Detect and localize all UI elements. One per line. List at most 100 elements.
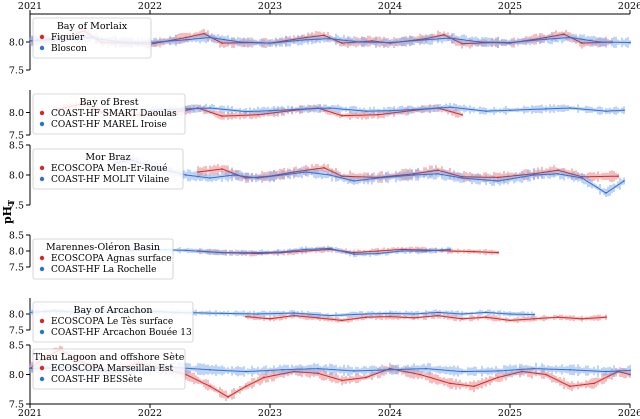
x-tick-label-top: 2024 xyxy=(378,1,402,12)
legend-marker xyxy=(39,255,45,261)
data-point xyxy=(377,177,379,179)
data-point xyxy=(413,174,415,176)
data-point xyxy=(569,385,571,388)
data-point xyxy=(557,169,559,172)
data-point xyxy=(629,369,631,372)
y-tick-label: 7.5 xyxy=(9,131,24,142)
data-point xyxy=(227,396,229,398)
data-point xyxy=(245,370,247,373)
data-point xyxy=(353,370,355,372)
legend-marker xyxy=(39,266,45,272)
legend-entry: ECOSCOPA Le Tès surface xyxy=(51,316,173,327)
data-point xyxy=(341,42,343,45)
data-point xyxy=(197,171,199,173)
data-point xyxy=(263,376,265,379)
data-point xyxy=(437,311,439,314)
series-line-blue xyxy=(150,106,625,113)
data-point xyxy=(581,177,583,179)
data-point xyxy=(305,248,307,251)
data-point xyxy=(437,172,439,175)
data-point xyxy=(545,108,547,110)
legend-marker xyxy=(39,121,45,127)
data-point xyxy=(269,42,271,45)
data-point xyxy=(341,319,343,322)
data-point xyxy=(557,316,559,319)
data-point xyxy=(605,316,607,319)
data-point xyxy=(185,373,187,376)
data-point xyxy=(401,250,403,252)
data-point xyxy=(305,38,307,41)
x-tick-label-top: 2021 xyxy=(18,1,42,12)
data-point xyxy=(389,41,391,44)
data-point xyxy=(443,33,445,36)
data-point xyxy=(389,368,391,371)
data-point xyxy=(509,109,511,112)
data-point xyxy=(329,174,331,176)
legend-entry: COAST-HF MAREL Iroise xyxy=(51,120,167,130)
data-point xyxy=(533,313,535,316)
data-point xyxy=(245,315,247,318)
legend-entry: ECOSCOPA Men-Er-Roué xyxy=(51,163,167,174)
series-line-red xyxy=(245,315,607,321)
data-point xyxy=(317,367,319,370)
data-point xyxy=(605,110,607,113)
data-point xyxy=(461,313,463,315)
data-point xyxy=(239,41,241,43)
legend-title: Bay of Brest xyxy=(79,97,138,108)
data-point xyxy=(353,180,355,182)
legend-marker xyxy=(39,176,45,182)
data-point xyxy=(497,180,499,182)
y-tick-label: 8.0 xyxy=(9,247,24,258)
data-point xyxy=(257,177,259,179)
data-point xyxy=(449,37,451,39)
data-point xyxy=(365,110,367,113)
y-tick-label: 8.0 xyxy=(9,370,24,381)
data-point xyxy=(359,41,361,43)
legend-box xyxy=(32,93,186,135)
data-point xyxy=(569,368,571,371)
legend-title: Mor Braz xyxy=(85,152,130,163)
data-point xyxy=(293,312,295,314)
legend-entry: ECOSCOPA Marseillan Est xyxy=(51,364,174,374)
data-point xyxy=(617,175,619,178)
data-point xyxy=(479,41,481,43)
x-tick-label-top: 2025 xyxy=(498,1,522,12)
data-point xyxy=(377,250,379,252)
data-point xyxy=(509,319,511,322)
data-point xyxy=(209,368,211,371)
legend-entry: COAST-HF BESSète xyxy=(51,374,142,385)
legend-box xyxy=(32,301,194,343)
data-point xyxy=(461,317,463,320)
data-point xyxy=(461,113,463,116)
data-point xyxy=(257,251,259,254)
y-tick-label: 7.5 xyxy=(9,263,24,274)
data-point xyxy=(245,110,247,113)
data-point xyxy=(461,370,463,373)
y-tick-label: 7.5 xyxy=(9,400,24,411)
data-point xyxy=(557,172,559,175)
data-point xyxy=(497,251,499,254)
data-point xyxy=(269,109,271,112)
y-tick-label: 8.5 xyxy=(9,231,24,242)
legend-entry: Figuier xyxy=(51,33,85,43)
y-tick-label: 8.5 xyxy=(9,141,24,152)
data-point xyxy=(497,376,499,379)
data-point xyxy=(185,174,187,176)
data-point xyxy=(365,316,367,319)
legend-box xyxy=(32,17,152,59)
data-point xyxy=(605,192,607,194)
data-point xyxy=(329,37,331,40)
legend-marker xyxy=(39,110,45,116)
data-point xyxy=(185,249,187,252)
legend-title: Thau Lagoon and offshore Sète xyxy=(34,352,185,363)
data-point xyxy=(353,253,355,256)
data-point xyxy=(203,32,205,35)
x-tick-label-bottom: 2021 xyxy=(18,408,42,419)
data-point xyxy=(341,114,343,117)
data-point xyxy=(413,313,415,315)
series-line-blue xyxy=(113,159,625,194)
data-point xyxy=(605,370,607,373)
